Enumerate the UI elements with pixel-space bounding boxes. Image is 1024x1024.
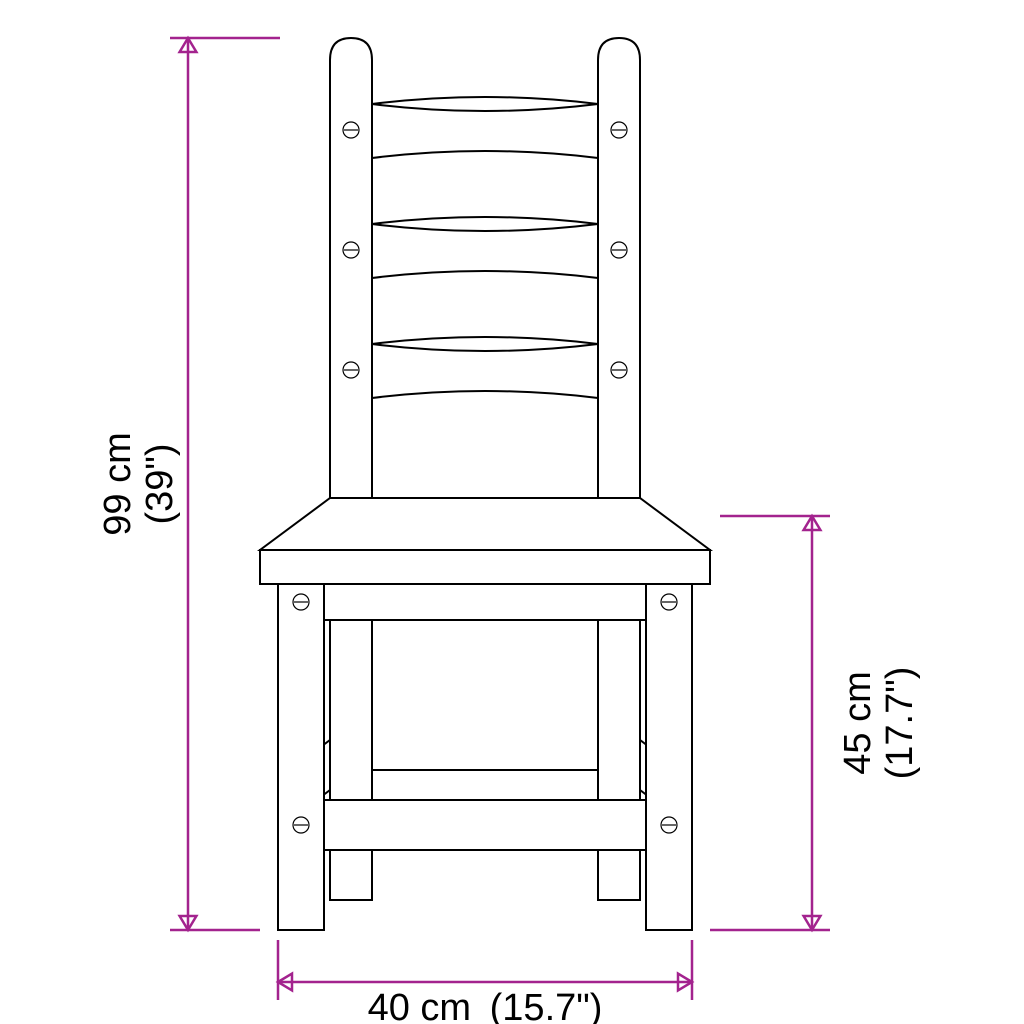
screw-icon [343,242,359,258]
front-left-leg [278,584,324,930]
screw-icon [661,817,677,833]
dimension-total-height: 99 cm (39") [97,38,280,930]
screw-icon [293,817,309,833]
left-back-post [330,38,372,500]
screw-icon [661,594,677,610]
seat-apron [324,584,646,620]
dim-width-in: (15.7") [490,987,603,1024]
dim-seat-height-in: (17.7") [879,667,921,780]
dim-height-in: (39") [139,443,181,524]
screw-icon [611,362,627,378]
right-back-post [598,38,640,500]
screw-icon [611,122,627,138]
chair-drawing [260,38,710,930]
ladder-slat-bottom [372,337,598,398]
seat-top [260,498,710,550]
dim-seat-height-cm: 45 cm [837,671,879,774]
dim-height-cm: 99 cm [97,432,139,535]
dim-width-cm: 40 cm [368,987,471,1024]
front-stretcher [324,800,646,850]
dimension-width: 40 cm (15.7") [278,940,692,1024]
screw-icon [293,594,309,610]
ladder-slat-top [372,97,598,158]
seat-front-edge [260,550,710,584]
front-right-leg [646,584,692,930]
ladder-slat-middle [372,217,598,278]
chair-dimension-diagram: 99 cm (39") 45 cm (17.7") 40 cm (15.7") [0,0,1024,1024]
screw-icon [611,242,627,258]
dimension-seat-height: 45 cm (17.7") [710,516,921,930]
screw-icon [343,362,359,378]
dim-width-label: 40 cm (15.7") [368,987,603,1024]
screw-icon [343,122,359,138]
seat [260,498,710,620]
